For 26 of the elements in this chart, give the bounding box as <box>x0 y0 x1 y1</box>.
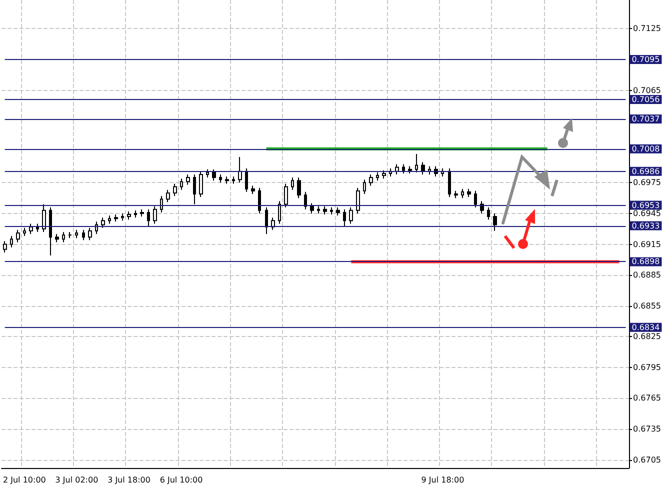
y-tick-label: 0.7125 <box>633 24 661 34</box>
ref-line-label: 0.6834 <box>632 322 660 332</box>
y-tick-label: 0.7065 <box>633 86 661 95</box>
x-tick-label: 3 Jul 02:00 <box>55 476 98 484</box>
ref-line-label: 0.7037 <box>632 114 660 124</box>
x-tick-label: 2 Jul 10:00 <box>2 476 46 484</box>
ref-line-label: 0.7095 <box>632 55 660 64</box>
y-tick-label: 0.6705 <box>633 455 661 464</box>
y-tick-label: 0.6765 <box>633 394 661 403</box>
x-tick-label: 9 Jul 18:00 <box>421 476 464 484</box>
y-tick-label: 0.6915 <box>633 240 661 249</box>
ref-line-label: 0.6986 <box>632 166 660 176</box>
y-tick-label: 0.6825 <box>633 332 661 342</box>
y-tick-label: 0.6945 <box>633 208 661 218</box>
y-tick-label: 0.6855 <box>633 301 661 310</box>
ref-line-label: 0.7056 <box>632 95 660 104</box>
ref-line-label: 0.6953 <box>632 200 660 210</box>
y-tick-label: 0.6795 <box>633 362 661 372</box>
ref-line-label: 0.6898 <box>632 257 660 266</box>
y-tick-label: 0.6885 <box>633 270 661 280</box>
y-tick-label: 0.6975 <box>633 178 661 188</box>
x-tick-label: 6 Jul 10:00 <box>160 476 203 484</box>
ref-line-label: 0.7008 <box>632 144 660 154</box>
y-tick-label: 0.6735 <box>633 424 661 434</box>
ref-line-label: 0.6933 <box>632 221 660 230</box>
x-tick-label: 3 Jul 18:00 <box>108 476 150 484</box>
